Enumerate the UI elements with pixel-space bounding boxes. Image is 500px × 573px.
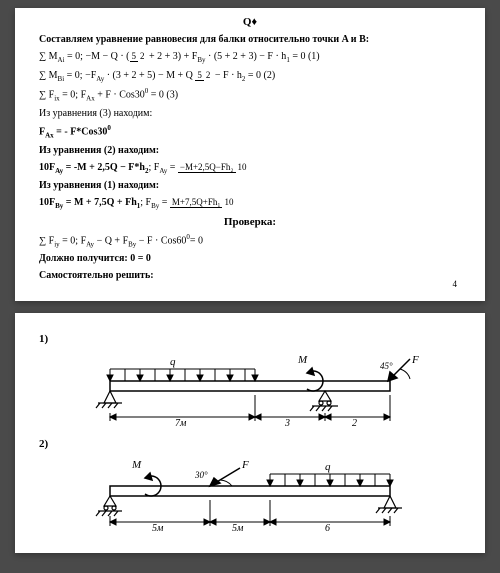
frac-n: 5: [195, 70, 204, 81]
eq2b-sub: Ay: [55, 167, 63, 175]
from-eq2: Из уравнения (2) находим:: [39, 143, 461, 158]
check-eq: ∑ Fiy = 0; FAy − Q + FBy − F · Cos600= 0: [39, 232, 461, 250]
problem-1-label: 1): [39, 333, 461, 345]
equation-3: ∑ Fix = 0; FAx + F · Cos300 = 0 (3): [39, 86, 461, 104]
eq3-end: = 0 (3): [148, 89, 178, 100]
eq2-tail: − F · h: [212, 70, 242, 81]
self-line: Самостоятельно решить:: [39, 268, 461, 283]
must-line: Должно получится: 0 = 0: [39, 251, 461, 266]
eq3-sigma: ∑ F: [39, 89, 54, 100]
eq2b-frac: −M+2,5Q−Fh₂10: [178, 163, 249, 172]
chk-sub2: Ay: [86, 240, 94, 248]
equation-1: ∑ MAi = 0; −M − Q · (52 + 2 + 3) + FBy ·…: [39, 49, 461, 66]
fax-line: FAx = - F*Cos300: [39, 123, 461, 141]
chk-rest: = 0; F: [60, 235, 86, 246]
eq2b-l: 10F: [39, 162, 55, 173]
intro-text: Составляем уравнение равновесия для балк…: [39, 32, 461, 47]
eq3-sub2: Ax: [86, 94, 95, 102]
eq2-rest: = 0; −F: [64, 70, 96, 81]
d2-M: M: [131, 459, 142, 471]
d1-F: F: [411, 354, 419, 366]
fax-sup: 0: [107, 124, 111, 132]
eq3-mid: + F · Cos30: [95, 89, 145, 100]
eq2-sub2: Ay: [96, 75, 104, 83]
header-q: Q♦: [39, 16, 461, 28]
d2-30: 30°: [194, 470, 208, 480]
diagram-2: M 30° F q 5м 5м 6: [80, 456, 420, 531]
frac-n: 5: [130, 51, 139, 62]
diagram-1: q M F 45° 7м 3 2: [80, 351, 420, 426]
eq1-tail2: · (5 + 2 + 3) − F · h: [206, 51, 287, 62]
from-eq3: Из уравнения (3) находим:: [39, 106, 461, 121]
eq2-frac: 52: [195, 71, 212, 80]
chk-end: = 0: [190, 235, 203, 246]
eq1-rest: = 0; −M − Q · (: [65, 51, 130, 62]
eq2b-eq: =: [167, 162, 178, 173]
eq1-sub: Ai: [58, 56, 65, 64]
eq2b: 10FAy = -M + 2,5Q − F*h2; FAy = −M+2,5Q−…: [39, 160, 461, 177]
eq1b-eq: =: [159, 197, 170, 208]
d1-45: 45°: [380, 361, 393, 371]
eq1-sigma: ∑ M: [39, 51, 58, 62]
d1-l1: 7м: [175, 418, 187, 426]
d2-F: F: [241, 459, 249, 471]
eq2-mid: · (3 + 2 + 5) − M + Q: [104, 70, 195, 81]
eq1-frac: 52: [130, 52, 147, 61]
equation-2: ∑ MBi = 0; −FAy · (3 + 2 + 5) − M + Q 52…: [39, 68, 461, 85]
d1-l2: 3: [284, 418, 290, 426]
d2-l2: 5м: [232, 523, 244, 531]
fax-rest: = - F*Cos30: [54, 126, 108, 137]
eq2-end: = 0 (2): [245, 70, 275, 81]
eq3-rest: = 0; F: [60, 89, 86, 100]
chk-pre: ∑ F: [39, 235, 54, 246]
frac-d: 10: [222, 197, 235, 207]
frac-n: M+7,5Q+Fh₁: [170, 197, 223, 208]
page-2: 1) q M F 45° 7м 3 2 2) M 30° F q 5м 5м 6: [15, 313, 485, 553]
d1-q: q: [170, 356, 176, 368]
problem-2-label: 2): [39, 438, 461, 450]
check-heading: Проверка:: [39, 216, 461, 228]
chk-tail: − F · Cos60: [136, 235, 186, 246]
eq1-sub2: By: [197, 56, 205, 64]
frac-d: 2: [138, 51, 147, 61]
eq1b-semi: ; F: [140, 197, 151, 208]
d2-l3: 6: [325, 523, 330, 531]
eq1b-l: 10F: [39, 197, 55, 208]
eq1-tail: + 2 + 3) + F: [147, 51, 198, 62]
eq1b: 10FBy = M + 7,5Q + Fh1; FBy = M+7,5Q+Fh₁…: [39, 195, 461, 212]
d2-l1: 5м: [152, 523, 164, 531]
d1-M: M: [297, 354, 308, 366]
d1-l3: 2: [352, 418, 357, 426]
frac-d: 10: [236, 162, 249, 172]
eq1b-frac: M+7,5Q+Fh₁10: [170, 198, 236, 207]
page-number: 4: [453, 279, 458, 289]
frac-n: −M+2,5Q−Fh₂: [178, 162, 236, 173]
from-eq1: Из уравнения (1) находим:: [39, 178, 461, 193]
eq2-sigma: ∑ M: [39, 70, 58, 81]
eq1b-mid: = M + 7,5Q + Fh: [63, 197, 136, 208]
chk-mid: − Q + F: [94, 235, 128, 246]
fax-sub: Ax: [45, 131, 54, 139]
eq1-end: = 0 (1): [290, 51, 320, 62]
d2-q: q: [325, 461, 331, 473]
eq2b-semi: ; F: [148, 162, 159, 173]
page-1: Q♦ Составляем уравнение равновесия для б…: [15, 8, 485, 301]
eq2b-mid: = -M + 2,5Q − F*h: [63, 162, 145, 173]
